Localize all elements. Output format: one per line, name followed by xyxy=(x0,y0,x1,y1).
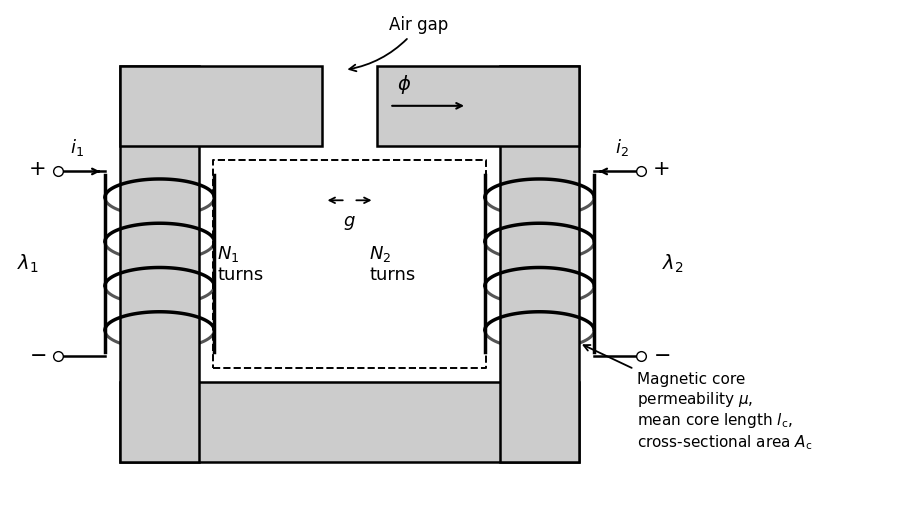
Text: $N_1$
turns: $N_1$ turns xyxy=(217,244,264,284)
Text: $i_2$: $i_2$ xyxy=(616,136,629,157)
Text: $i_1$: $i_1$ xyxy=(70,136,84,157)
Text: $g$: $g$ xyxy=(343,214,356,232)
Bar xyxy=(120,66,200,462)
Text: +: + xyxy=(29,159,46,179)
Text: Magnetic core
permeability $\mu$,
mean core length $l_\mathrm{c}$,
cross-section: Magnetic core permeability $\mu$, mean c… xyxy=(583,345,813,452)
Text: $\phi$: $\phi$ xyxy=(397,73,411,96)
Bar xyxy=(377,66,580,146)
Text: $-$: $-$ xyxy=(652,344,670,364)
Text: Air gap: Air gap xyxy=(349,16,448,71)
Bar xyxy=(500,66,580,462)
Text: $\lambda_1$: $\lambda_1$ xyxy=(17,253,40,275)
Text: +: + xyxy=(652,159,670,179)
Bar xyxy=(120,66,321,146)
Text: $\lambda_2$: $\lambda_2$ xyxy=(662,253,684,275)
Text: $-$: $-$ xyxy=(29,344,46,364)
Bar xyxy=(120,382,580,462)
Text: $N_2$
turns: $N_2$ turns xyxy=(369,244,416,284)
